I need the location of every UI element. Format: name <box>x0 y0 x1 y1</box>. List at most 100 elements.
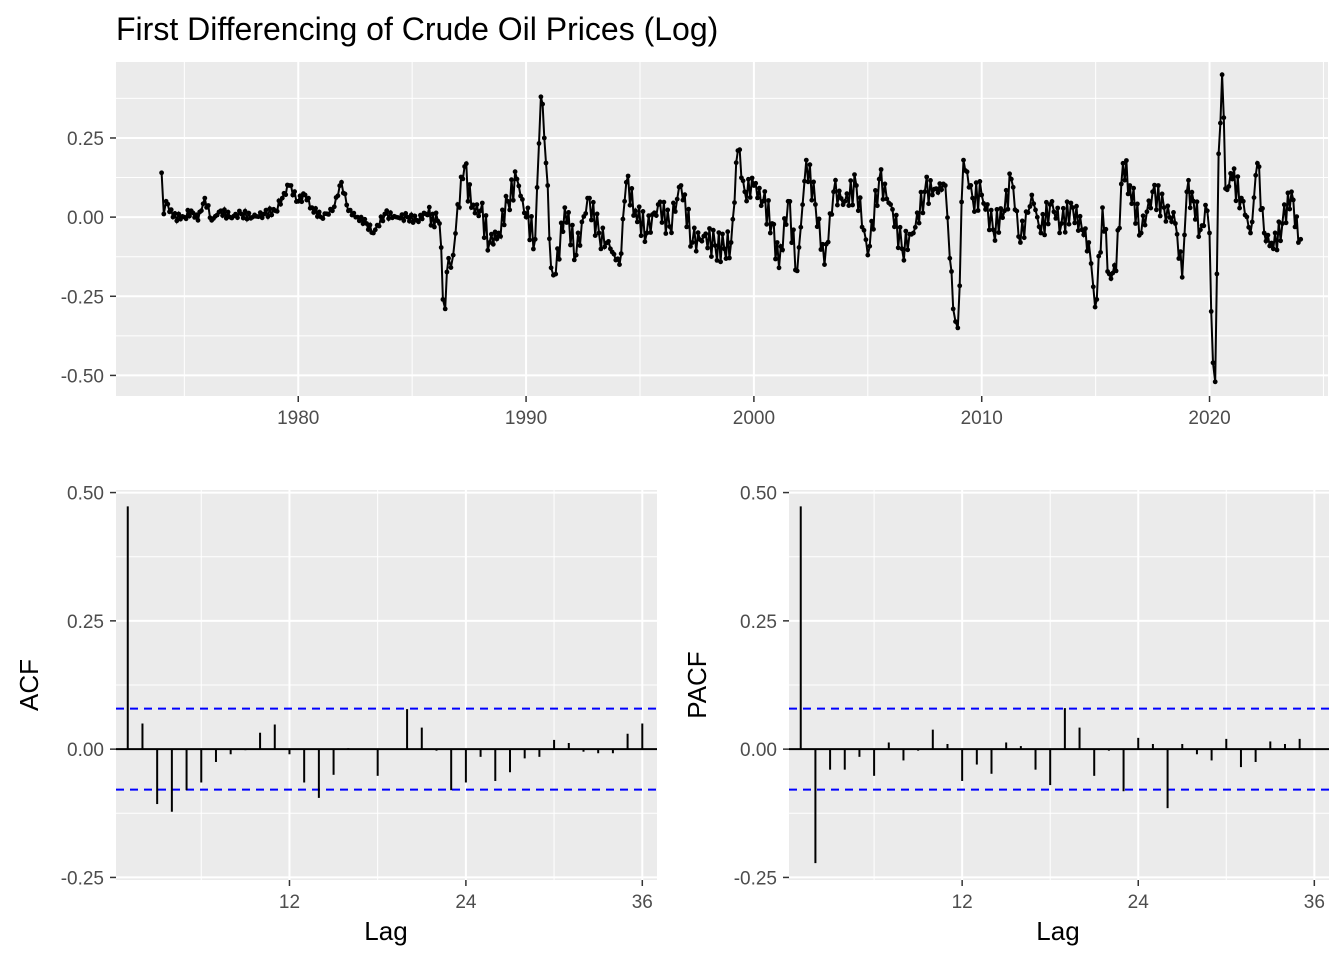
data-point <box>257 210 263 216</box>
data-point <box>405 214 410 220</box>
data-point <box>453 231 458 236</box>
data-point <box>269 212 275 218</box>
data-point <box>1142 222 1148 228</box>
data-point <box>983 207 988 212</box>
data-point <box>570 222 575 228</box>
data-point <box>596 230 602 236</box>
data-point <box>479 200 485 206</box>
data-point <box>1278 238 1283 244</box>
data-point <box>1184 189 1190 195</box>
data-point <box>661 199 667 205</box>
data-point <box>861 227 867 233</box>
data-point <box>852 172 857 178</box>
data-point <box>780 247 785 253</box>
data-point <box>1077 213 1083 219</box>
data-point <box>1256 164 1262 170</box>
data-point <box>1169 219 1174 225</box>
data-point <box>688 244 693 249</box>
data-point <box>807 162 813 168</box>
data-point <box>755 195 760 201</box>
data-point <box>505 198 511 204</box>
data-point <box>911 230 916 236</box>
data-point <box>335 193 341 199</box>
data-point <box>1075 228 1081 234</box>
data-point <box>306 195 311 201</box>
data-point <box>1176 256 1182 261</box>
data-point <box>438 245 444 250</box>
data-point <box>487 240 492 245</box>
data-point <box>159 170 165 176</box>
data-point <box>1000 215 1005 221</box>
data-point <box>933 186 939 192</box>
data-point <box>992 238 998 243</box>
data-point <box>1194 199 1200 205</box>
data-point <box>947 255 953 261</box>
data-point <box>299 199 305 205</box>
data-point <box>871 226 876 232</box>
data-point <box>1108 276 1114 282</box>
data-point <box>1292 224 1298 230</box>
data-point <box>901 257 907 263</box>
data-point <box>407 218 412 224</box>
data-point <box>316 209 322 215</box>
data-point <box>798 224 804 230</box>
data-point <box>1040 211 1046 217</box>
data-point <box>822 262 827 267</box>
data-point <box>615 256 621 262</box>
data-point <box>246 210 252 216</box>
data-point <box>474 202 480 208</box>
data-point <box>863 237 869 243</box>
data-point <box>529 214 534 219</box>
data-point <box>912 224 918 230</box>
data-point <box>638 233 644 239</box>
data-point <box>657 199 663 205</box>
data-point <box>646 213 652 219</box>
data-point <box>467 182 473 187</box>
time-series-x-tick-label: 2000 <box>733 408 775 429</box>
data-point <box>590 199 596 205</box>
data-point <box>534 185 540 190</box>
data-point <box>1045 221 1051 227</box>
data-point <box>1269 240 1274 246</box>
data-point <box>380 218 386 224</box>
time-series-x-tick-label: 2010 <box>961 408 1003 429</box>
data-point <box>1165 203 1171 209</box>
data-point <box>538 94 544 100</box>
data-point <box>1235 174 1241 180</box>
data-point <box>714 258 720 263</box>
data-point <box>1298 236 1304 242</box>
acf-y-axis-title: ACF <box>14 659 44 711</box>
data-point <box>568 242 573 248</box>
data-point <box>774 240 780 245</box>
data-point <box>589 217 594 223</box>
data-point <box>942 183 948 188</box>
data-point <box>507 207 513 213</box>
data-point <box>1289 189 1294 195</box>
data-point <box>617 262 622 267</box>
data-point <box>684 224 690 230</box>
data-point <box>566 210 571 215</box>
data-point <box>705 245 710 251</box>
data-point <box>600 225 606 231</box>
data-point <box>1062 229 1068 235</box>
data-point <box>634 219 640 225</box>
data-point <box>1081 232 1087 238</box>
data-point <box>1127 183 1133 188</box>
data-point <box>831 189 836 195</box>
data-point <box>344 202 350 208</box>
data-point <box>408 212 414 218</box>
data-point <box>1088 261 1094 266</box>
data-point <box>773 256 778 262</box>
data-point <box>857 195 863 201</box>
data-point <box>302 192 308 198</box>
data-point <box>803 157 809 163</box>
acf-x-tick-label: 24 <box>455 892 477 913</box>
time-series-y-tick-label: -0.50 <box>61 366 104 387</box>
data-point <box>959 199 964 205</box>
data-point <box>376 223 382 229</box>
data-point <box>342 191 348 197</box>
data-point <box>1096 253 1102 259</box>
data-point <box>1113 268 1119 274</box>
data-point <box>1204 208 1210 214</box>
data-point <box>292 189 297 195</box>
